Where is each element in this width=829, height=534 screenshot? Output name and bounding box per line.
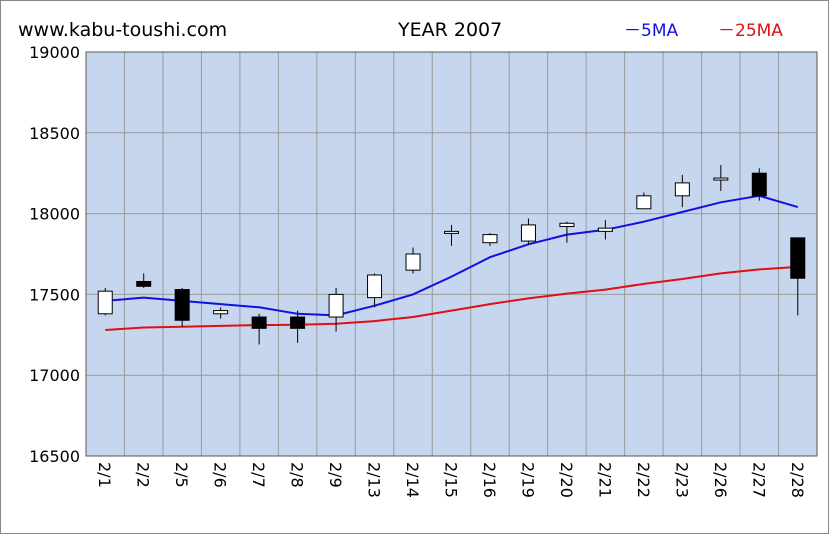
x-tick-label: 2/2: [134, 462, 153, 488]
x-tick-label: 2/21: [595, 462, 614, 498]
candle: [328, 287, 344, 332]
x-tick-label: 2/28: [788, 462, 807, 498]
plot-area: [86, 52, 817, 456]
x-tick-label: 2/15: [442, 462, 461, 498]
x-tick-label: 2/19: [518, 462, 537, 498]
candle-body: [559, 222, 575, 228]
x-tick-label: 2/6: [211, 462, 230, 488]
x-tick-label: 2/22: [634, 462, 653, 498]
candle: [136, 273, 152, 288]
y-tick-label: 16500: [29, 447, 80, 466]
candle-body: [213, 310, 229, 315]
candle: [405, 247, 421, 274]
x-tick-label: 2/9: [326, 462, 345, 488]
x-tick-label: 2/13: [365, 462, 384, 498]
x-tick-label: 2/20: [557, 462, 576, 498]
ma-line-5ma: [105, 194, 799, 317]
y-axis: 16500 17000 17500 18000 18500 19000: [29, 43, 80, 466]
candle: [520, 218, 536, 245]
candle: [559, 221, 575, 243]
candle: [251, 313, 267, 345]
x-tick-label: 2/7: [249, 462, 268, 488]
y-tick-label: 18000: [29, 205, 80, 224]
y-tick-label: 18500: [29, 124, 80, 143]
candle-body: [482, 234, 498, 244]
candle: [174, 287, 190, 327]
candle-body: [713, 177, 729, 181]
y-tick-label: 17500: [29, 285, 80, 304]
ma-line-25ma: [105, 265, 798, 331]
site-url: www.kabu-toushi.com: [18, 19, 227, 41]
candle-body: [520, 224, 536, 242]
candle-body: [790, 237, 806, 279]
candle-body: [367, 274, 383, 299]
candle: [751, 168, 767, 201]
legend-5ma: －5MA: [624, 21, 678, 41]
moving-average-lines: [105, 194, 799, 331]
x-axis: 2/1 2/2 2/5 2/6 2/7 2/8 2/9 2/13 2/14 2/15 2/16 2/1…: [95, 462, 807, 498]
candle-body: [751, 172, 767, 197]
x-tick-label: 2/14: [403, 462, 422, 498]
candle: [713, 165, 729, 191]
candle: [97, 287, 113, 316]
plot-border: [85, 51, 818, 457]
legend-25ma: －25MA: [718, 21, 783, 41]
candle-body: [174, 289, 190, 321]
candle-body: [290, 316, 306, 329]
x-tick-label: 2/27: [749, 462, 768, 498]
candle-body: [328, 293, 344, 318]
candle-body: [405, 253, 421, 271]
candle: [636, 192, 652, 210]
candle-body: [97, 290, 113, 315]
candle: [367, 273, 383, 308]
candle: [213, 307, 229, 319]
candle-body: [636, 195, 652, 210]
x-tick-label: 2/1: [95, 462, 114, 488]
candle: [290, 310, 306, 343]
y-tick-label: 17000: [29, 366, 80, 385]
candle-body: [597, 227, 613, 232]
x-tick-label: 2/16: [480, 462, 499, 498]
x-tick-label: 2/8: [288, 462, 307, 488]
candle: [482, 232, 498, 246]
candle: [597, 220, 613, 240]
x-tick-label: 2/23: [672, 462, 691, 498]
x-tick-label: 2/5: [172, 462, 191, 488]
candle: [674, 174, 690, 208]
candles: [97, 165, 806, 345]
candle-body: [251, 316, 267, 329]
candle-body: [136, 280, 152, 287]
candle-body: [674, 182, 690, 197]
chart-title: YEAR 2007: [397, 19, 502, 41]
candle: [790, 237, 806, 316]
x-tick-label: 2/26: [711, 462, 730, 498]
candle: [444, 224, 459, 246]
y-tick-label: 19000: [29, 43, 80, 62]
candle-body: [444, 230, 459, 234]
